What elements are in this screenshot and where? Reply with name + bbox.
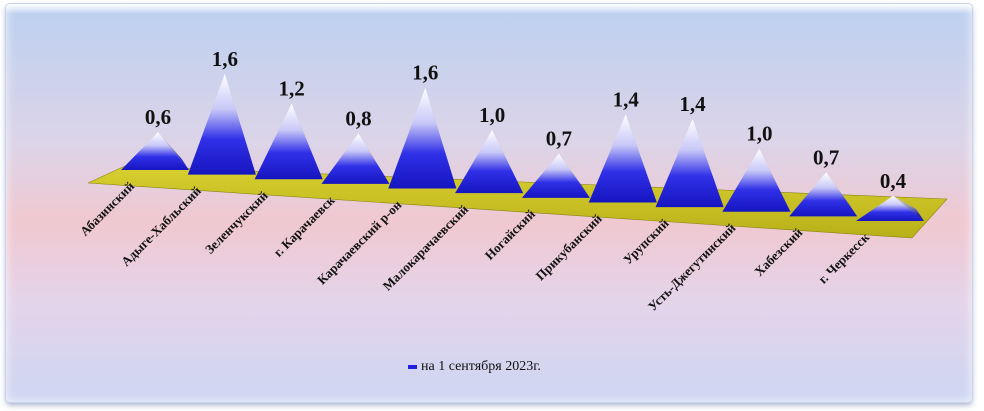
category-label: Прикубанский [533, 211, 606, 284]
pyramid-side-face [893, 195, 924, 221]
legend-swatch [408, 365, 417, 369]
pyramid-side-face [558, 153, 590, 198]
category-label: Урупский [620, 215, 672, 267]
pyramid-bar [388, 87, 457, 189]
pyramid-bar [856, 195, 924, 221]
legend-label: на 1 сентября 2023г. [421, 359, 541, 374]
pyramid-front-face [187, 73, 256, 175]
category-label: Зеленчукский [202, 187, 271, 256]
category-label: г. Черкесск [815, 229, 872, 286]
data-label: 0,4 [880, 169, 907, 193]
legend: на 1 сентября 2023г. [408, 359, 541, 375]
pyramid-front-face [655, 118, 724, 208]
chart-floor [87, 165, 948, 239]
pyramid-front-face [521, 153, 590, 198]
pyramid-bar [722, 148, 791, 212]
pyramid-bar [254, 103, 323, 180]
pyramid-bar [121, 132, 189, 170]
pyramid-front-face [789, 172, 858, 217]
pyramid-bar [187, 73, 256, 175]
pyramid-front-face [121, 132, 189, 170]
category-label: Абазинский [77, 178, 138, 239]
data-label: 0,7 [546, 127, 572, 151]
pyramid-front-face [455, 130, 524, 194]
pyramid-bar [321, 133, 390, 184]
category-label: Хабезский [751, 225, 805, 279]
data-label: 1,2 [279, 77, 305, 101]
pyramid-side-face [692, 118, 724, 208]
data-label: 1,4 [679, 92, 706, 116]
category-label: г. Карачаевск [270, 192, 337, 259]
pyramid-bar [521, 153, 590, 198]
pyramid-bar [789, 172, 858, 217]
category-label: Адыге-Хабльский [118, 183, 204, 269]
pyramid-front-face [254, 103, 323, 180]
pyramid-front-face [388, 87, 457, 189]
data-label: 1,0 [746, 122, 772, 146]
data-label: 0,8 [345, 107, 371, 131]
frame-highlight [6, 4, 972, 14]
data-label: 0,6 [145, 105, 171, 129]
pyramid-bar [455, 130, 524, 194]
data-label: 1,0 [479, 103, 505, 127]
data-label: 1,6 [212, 47, 238, 71]
pyramid-front-face [321, 133, 390, 184]
pyramid-front-face [722, 148, 791, 212]
pyramid-front-face [856, 195, 924, 221]
pyramid-bar [588, 114, 657, 203]
pyramid-bar [655, 118, 724, 208]
data-label: 1,4 [613, 87, 640, 111]
pyramid-side-face [826, 172, 858, 217]
pyramid-side-face [158, 132, 189, 170]
category-label: Ногайский [482, 206, 539, 263]
pyramid-front-face [588, 114, 657, 203]
data-label: 0,7 [813, 145, 839, 169]
data-label: 1,6 [412, 61, 438, 85]
